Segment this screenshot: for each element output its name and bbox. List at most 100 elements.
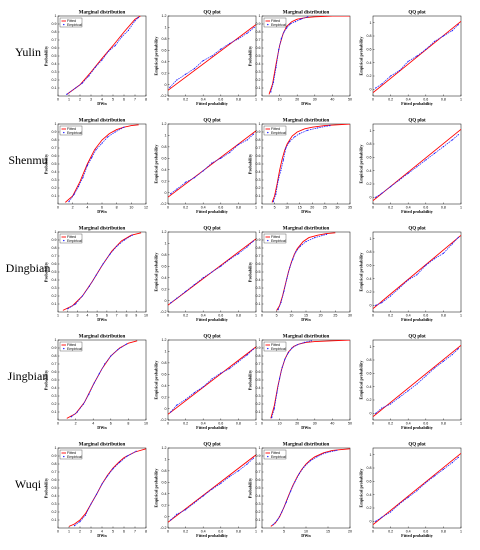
chart-title: QQ plot — [408, 119, 426, 124]
x-tick-label: 0.2 — [183, 314, 188, 318]
empirical-point — [375, 412, 377, 414]
x-tick-label: 5 — [274, 206, 276, 210]
fitted-line — [168, 130, 256, 198]
y-tick-label: 0.8 — [162, 37, 167, 41]
y-tick-label: 1 — [370, 129, 372, 133]
empirical-point — [281, 511, 283, 513]
x-tick-label: 20 — [319, 314, 323, 318]
empirical-point — [390, 403, 392, 405]
empirical-point — [296, 344, 298, 346]
x-tick-label: 2 — [75, 422, 77, 426]
x-tick-label: 30 — [313, 98, 317, 102]
empirical-point — [95, 493, 98, 495]
x-tick-label: 0.2 — [183, 98, 188, 102]
y-tick-label: 1 — [370, 453, 372, 457]
x-tick-label: 1 — [255, 98, 257, 102]
x-tick-label: 8 — [125, 314, 127, 318]
y-tick-label: 0.2 — [256, 78, 261, 82]
y-tick-label: 0.4 — [162, 168, 167, 172]
legend-empirical-swatch — [267, 131, 269, 134]
legend-empirical-swatch — [63, 239, 65, 242]
legend-box — [59, 449, 83, 460]
empirical-point — [95, 149, 97, 151]
empirical-point — [101, 142, 103, 144]
x-tick-label: 1 — [255, 314, 257, 318]
x-tick-label: 0.2 — [388, 206, 393, 210]
legend-box — [59, 17, 83, 28]
x-axis-label: Fitted probability — [196, 209, 229, 214]
empirical-point — [299, 133, 301, 135]
x-tick-label: 5 — [283, 530, 285, 534]
empirical-point — [272, 81, 275, 83]
empirical-point — [67, 308, 69, 310]
x-tick-label: 0 — [261, 206, 263, 210]
empirical-point — [123, 126, 125, 128]
empirical-line — [271, 340, 312, 418]
x-tick-label: 0.2 — [183, 422, 188, 426]
legend-empirical-swatch — [63, 131, 65, 134]
empirical-point — [281, 366, 283, 368]
empirical-point — [407, 172, 409, 174]
y-tick-label: 0.3 — [256, 178, 261, 182]
empirical-point — [246, 246, 248, 248]
station-label: Wuqi — [15, 477, 42, 491]
y-tick-label: 0.8 — [367, 358, 372, 362]
empirical-point — [314, 237, 316, 239]
empirical-line — [277, 234, 327, 310]
y-tick-label: 0.2 — [367, 290, 372, 294]
empirical-point — [310, 340, 312, 342]
empirical-point — [252, 133, 254, 135]
empirical-point — [220, 265, 222, 267]
y-axis-label: Probability — [44, 477, 49, 498]
y-tick-label: 1 — [259, 122, 261, 126]
x-tick-label: 0 — [167, 314, 169, 318]
y-tick-label: 0.4 — [367, 493, 372, 497]
empirical-point — [84, 514, 87, 516]
x-tick-label: 0 — [372, 422, 374, 426]
x-tick-label: 0 — [57, 422, 59, 426]
legend-box — [59, 125, 83, 136]
y-tick-label: 0.4 — [52, 494, 57, 498]
empirical-point — [176, 404, 178, 406]
x-tick-label: 10 — [129, 206, 133, 210]
empirical-line — [67, 234, 133, 310]
x-tick-label: 7 — [134, 98, 136, 102]
y-tick-label: 0.9 — [256, 238, 261, 242]
empirical-point — [185, 398, 187, 401]
y-tick-label: 0.4 — [52, 278, 57, 282]
station-label: Yulin — [15, 45, 41, 59]
empirical-point — [381, 407, 383, 409]
empirical-line — [270, 16, 308, 93]
x-tick-label: 0.8 — [236, 314, 241, 318]
empirical-point — [451, 354, 453, 356]
empirical-point — [442, 468, 444, 470]
legend-empirical-swatch — [267, 23, 269, 26]
y-tick-label: 0.3 — [52, 502, 57, 506]
x-tick-label: 0 — [372, 530, 374, 534]
empirical-point — [202, 386, 204, 388]
y-tick-label: 0.6 — [52, 154, 57, 158]
y-axis-label: Empirical probability — [359, 252, 364, 292]
y-tick-label: 0.6 — [52, 262, 57, 266]
y-tick-label: 0.7 — [52, 362, 57, 366]
empirical-point — [280, 37, 282, 40]
empirical-point — [202, 277, 204, 279]
legend-box — [263, 17, 287, 28]
y-tick-label: 0.4 — [162, 384, 167, 388]
y-tick-label: 0.6 — [52, 478, 57, 482]
legend-fitted-label: Fitted — [271, 127, 280, 131]
legend-box — [263, 125, 287, 136]
x-tick-label: 3 — [90, 530, 92, 534]
y-tick-label: 0.4 — [256, 62, 261, 66]
plot-frame — [57, 231, 147, 313]
y-tick-label: 0.4 — [52, 170, 57, 174]
y-tick-label: 0 — [370, 304, 372, 308]
x-tick-label: 25 — [323, 206, 327, 210]
empirical-point — [434, 258, 436, 260]
x-axis-label: Fitted probability — [196, 533, 229, 538]
empirical-point — [98, 373, 100, 375]
y-tick-label: 0.4 — [162, 60, 167, 64]
x-tick-label: 0.6 — [423, 206, 428, 210]
empirical-point — [294, 481, 296, 483]
x-tick-label: 25 — [333, 314, 337, 318]
